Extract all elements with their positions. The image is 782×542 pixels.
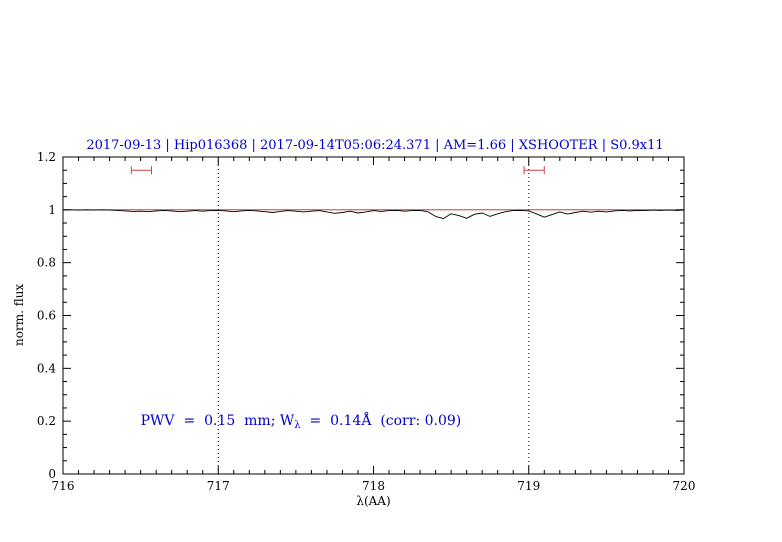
x-tick-label: 718: [362, 479, 385, 493]
spectrum-chart: 716 717 718 719 720 0 0.2 0.4 0.6 0.8 1 1.2 PWV = 0.…: [0, 0, 782, 542]
x-tick-label: 716: [52, 479, 75, 493]
y-tick-label: 0.4: [37, 361, 56, 375]
y-tick-label: 0.2: [37, 414, 56, 428]
x-tick-label: 720: [673, 479, 696, 493]
y-tick-label: 0: [48, 467, 56, 481]
x-tick-label: 719: [517, 479, 540, 493]
y-tick-label: 0.6: [37, 309, 56, 323]
pwv-annotation: PWV = 0.15 mm; Wλ = 0.14Å (corr: 0.09): [141, 411, 462, 431]
spectrum-line: [63, 210, 684, 219]
spectrum-plot-page: 2017-09-13 | Hip016368 | 2017-09-14T05:0…: [0, 0, 782, 542]
y-tick-label: 1: [48, 203, 56, 217]
y-tick-label: 1.2: [37, 150, 56, 164]
x-tick-label: 717: [207, 479, 230, 493]
y-tick-label: 0.8: [37, 256, 56, 270]
